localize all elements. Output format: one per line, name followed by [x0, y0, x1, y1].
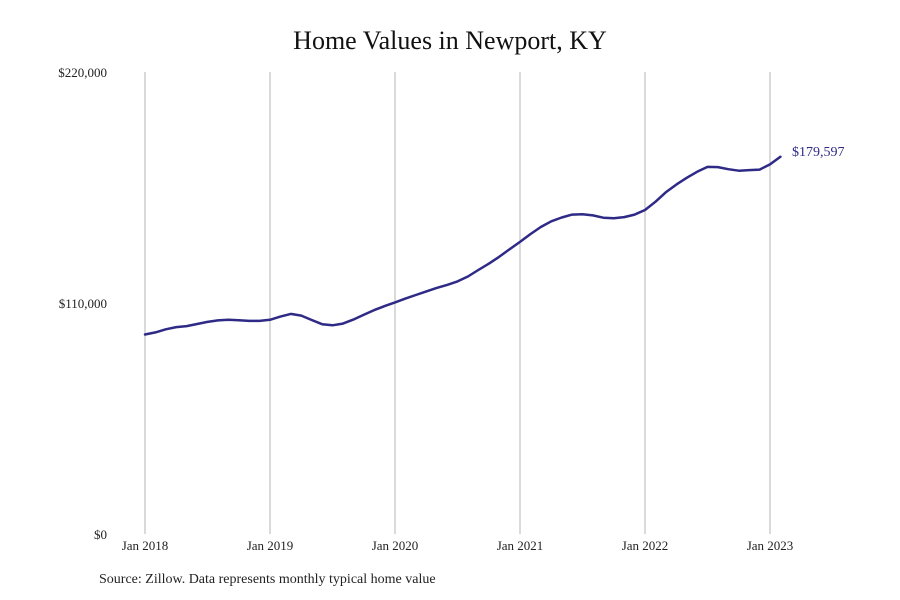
- vertical-gridlines: [144, 72, 771, 534]
- y-tick-label: $220,000: [58, 65, 107, 80]
- x-tick-label: Jan 2022: [622, 538, 669, 553]
- x-tick-label: Jan 2018: [122, 538, 169, 553]
- series-layer: [143, 155, 782, 336]
- end-value-label: $179,597: [792, 145, 845, 160]
- x-axis-tick-labels: Jan 2018 Jan 2019 Jan 2020 Jan 2021 Jan 2022…: [122, 538, 794, 553]
- y-tick-label: $110,000: [59, 296, 107, 311]
- x-tick-label: Jan 2023: [747, 538, 794, 553]
- x-tick-label: Jan 2019: [247, 538, 294, 553]
- source-note: Source: Zillow. Data represents monthly …: [99, 572, 436, 587]
- y-tick-label: $0: [94, 527, 107, 542]
- x-tick-label: Jan 2021: [497, 538, 544, 553]
- y-axis-tick-labels: $0 $110,000 $220,000: [58, 65, 107, 542]
- chart-title: Home Values in Newport, KY: [293, 26, 607, 55]
- x-tick-label: Jan 2020: [372, 538, 419, 553]
- series-line: [143, 155, 782, 336]
